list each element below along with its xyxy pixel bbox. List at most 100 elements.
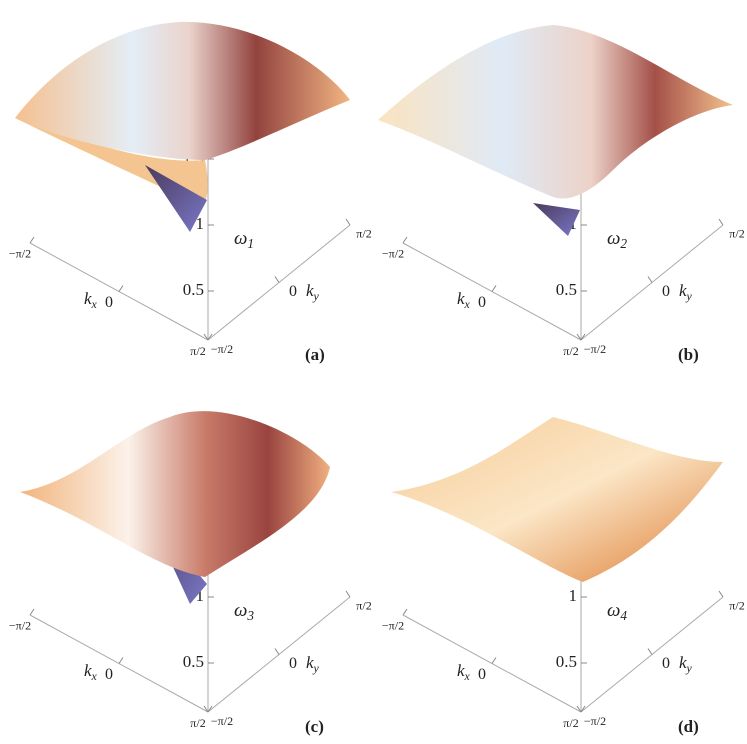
y-label-base: k xyxy=(679,281,687,300)
x-tick-label: 0 xyxy=(105,294,113,311)
x-label-base: k xyxy=(457,289,465,308)
x-tick xyxy=(491,657,497,664)
y-tick-label: 0 xyxy=(289,283,297,300)
x-tick-label: π/2 xyxy=(190,716,205,730)
z-label: ω4 xyxy=(607,600,627,623)
z-label-base: ω xyxy=(607,600,620,621)
y-tick-label: 0 xyxy=(662,283,670,300)
y-label: ky xyxy=(679,653,693,675)
surface-c xyxy=(20,411,330,604)
x-label-base: k xyxy=(457,661,465,680)
z-label-sub: 4 xyxy=(620,608,627,623)
y-tick-label: 0 xyxy=(662,655,670,672)
y-tick xyxy=(718,218,724,226)
x-tick xyxy=(580,705,586,713)
y-tick xyxy=(345,218,351,226)
x-tick xyxy=(118,285,124,292)
z-tick-label: 1 xyxy=(196,586,205,605)
y-tick-label: π/2 xyxy=(356,227,371,241)
panel-label: (d) xyxy=(678,717,699,736)
y-label-sub: y xyxy=(686,289,693,303)
y-tick-label: π/2 xyxy=(356,599,371,613)
y-tick xyxy=(203,333,209,341)
z-label: ω1 xyxy=(234,228,254,251)
x-label-sub: x xyxy=(91,297,98,311)
z-label-base: ω xyxy=(234,600,247,621)
panel-label: (c) xyxy=(305,717,324,736)
y-tick xyxy=(274,648,280,655)
x-label-base: k xyxy=(84,661,92,680)
x-tick xyxy=(29,236,35,244)
panel-label: (b) xyxy=(678,345,699,364)
z-label-base: ω xyxy=(234,228,247,249)
z-tick-label: 0.5 xyxy=(556,652,577,671)
y-tick xyxy=(576,705,582,713)
z-tick-label: 0.5 xyxy=(183,652,204,671)
y-tick-label: 0 xyxy=(289,655,297,672)
y-tick-label: −π/2 xyxy=(211,342,233,356)
z-label-sub: 3 xyxy=(246,608,254,623)
y-label-sub: y xyxy=(313,661,320,675)
x-tick-label: −π/2 xyxy=(382,619,404,633)
y-tick xyxy=(647,648,653,655)
x-tick-label: −π/2 xyxy=(382,247,404,261)
x-tick-label: −π/2 xyxy=(9,619,31,633)
y-label-base: k xyxy=(306,653,314,672)
x-label: kx xyxy=(84,289,98,311)
y-tick xyxy=(203,705,209,713)
x-tick-label: −π/2 xyxy=(9,247,31,261)
x-label-sub: x xyxy=(464,669,471,683)
y-label-base: k xyxy=(679,653,687,672)
x-label-sub: x xyxy=(464,297,471,311)
x-tick-label: 0 xyxy=(478,666,486,683)
y-tick xyxy=(345,590,351,598)
x-tick-label: π/2 xyxy=(563,716,578,730)
z-tick-label: 0.5 xyxy=(556,280,577,299)
y-tick-label: −π/2 xyxy=(584,342,606,356)
y-tick xyxy=(647,276,653,283)
y-tick-label: −π/2 xyxy=(211,714,233,728)
z-label: ω3 xyxy=(234,600,254,623)
y-label-sub: y xyxy=(313,289,320,303)
y-tick-label: π/2 xyxy=(729,227,744,241)
x-label: kx xyxy=(84,661,98,683)
y-label: ky xyxy=(306,281,320,303)
y-label: ky xyxy=(679,281,693,303)
x-tick-label: 0 xyxy=(105,666,113,683)
x-label-base: k xyxy=(84,289,92,308)
z-label-sub: 2 xyxy=(620,236,627,251)
z-label: ω2 xyxy=(607,228,627,251)
panel-label: (a) xyxy=(305,345,325,364)
y-label-sub: y xyxy=(686,661,693,675)
x-tick xyxy=(402,608,408,616)
y-tick xyxy=(718,590,724,598)
x-tick-label: 0 xyxy=(478,294,486,311)
surface-b xyxy=(378,25,733,236)
z-tick-label: 1 xyxy=(196,214,205,233)
y-label-base: k xyxy=(306,281,314,300)
y-label: ky xyxy=(306,653,320,675)
x-tick-label: π/2 xyxy=(563,344,578,358)
x-tick xyxy=(207,333,213,341)
surface-a xyxy=(15,21,350,232)
z-label-sub: 1 xyxy=(247,236,254,251)
z-tick-label: 0.5 xyxy=(183,280,204,299)
z-label-base: ω xyxy=(607,228,620,249)
x-tick xyxy=(580,333,586,341)
surface-d xyxy=(391,417,723,582)
x-tick xyxy=(118,657,124,664)
x-tick xyxy=(402,236,408,244)
y-tick xyxy=(274,276,280,283)
z-tick-label: 1 xyxy=(569,586,578,605)
x-label-sub: x xyxy=(91,669,98,683)
x-label: kx xyxy=(457,289,471,311)
x-tick-label: π/2 xyxy=(190,344,205,358)
x-label: kx xyxy=(457,661,471,683)
y-tick-label: −π/2 xyxy=(584,714,606,728)
x-tick xyxy=(207,705,213,713)
x-tick xyxy=(491,285,497,292)
x-tick xyxy=(29,608,35,616)
y-tick-label: π/2 xyxy=(729,599,744,613)
